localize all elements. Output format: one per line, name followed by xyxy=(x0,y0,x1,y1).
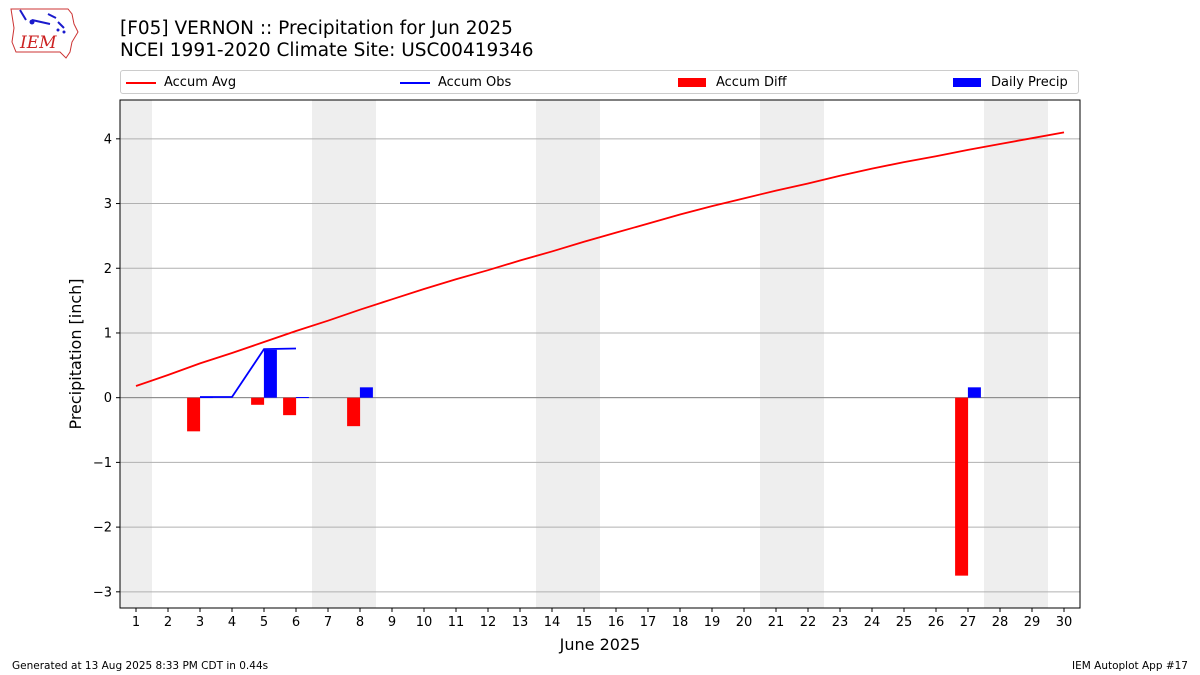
x-tick-label: 29 xyxy=(1024,615,1041,630)
iem-logo: IEM xyxy=(8,6,80,60)
y-tick-label: 2 xyxy=(104,262,112,277)
daily-precip-bar xyxy=(199,397,213,399)
x-tick-label: 15 xyxy=(576,615,593,630)
accum-diff-bar xyxy=(187,397,201,432)
x-tick-label: 24 xyxy=(864,615,881,630)
weekend-shade xyxy=(536,100,600,608)
legend-swatch-accum-obs xyxy=(400,81,430,84)
accum-diff-bar xyxy=(251,397,265,405)
x-tick-label: 9 xyxy=(388,615,396,630)
x-tick-label: 13 xyxy=(512,615,529,630)
x-tick-label: 7 xyxy=(324,615,332,630)
y-tick-label: −1 xyxy=(93,456,112,471)
y-tick-label: −3 xyxy=(93,585,112,600)
x-tick-label: 22 xyxy=(800,615,817,630)
iem-logo-icon: IEM xyxy=(10,8,79,59)
plot-frame xyxy=(119,99,1081,609)
legend-item-daily-precip: Daily Precip xyxy=(953,75,1068,91)
x-tick-label: 1 xyxy=(132,615,140,630)
x-tick-label: 30 xyxy=(1056,615,1073,630)
x-tick-label: 11 xyxy=(448,615,465,630)
legend-item-accum-diff: Accum Diff xyxy=(678,75,787,91)
y-tick-label: 3 xyxy=(104,197,112,212)
accum-diff-bar xyxy=(347,397,361,427)
legend-item-accum-avg: Accum Avg xyxy=(126,75,236,91)
y-tick-label: 4 xyxy=(104,132,112,147)
x-tick-label: 19 xyxy=(704,615,721,630)
generated-timestamp: Generated at 13 Aug 2025 8:33 PM CDT in … xyxy=(12,660,269,672)
x-tick-label: 3 xyxy=(196,615,204,630)
x-tick-label: 16 xyxy=(608,615,625,630)
accum-avg-line xyxy=(135,131,1065,387)
app-label: IEM Autoplot App #17 xyxy=(1072,660,1188,672)
y-axis-label: Precipitation [inch] xyxy=(66,278,85,429)
weekend-shade xyxy=(984,100,1048,608)
y-tick-label: 0 xyxy=(104,391,112,406)
title-line-2: NCEI 1991-2020 Climate Site: USC00419346 xyxy=(120,40,534,61)
legend-label-accum-avg: Accum Avg xyxy=(164,75,237,90)
legend-label-daily-precip: Daily Precip xyxy=(991,75,1068,90)
legend-label-accum-obs: Accum Obs xyxy=(438,75,512,90)
x-axis-label: June 2025 xyxy=(559,635,641,654)
accum-diff-bar xyxy=(955,397,969,576)
daily-precip-bar xyxy=(359,387,373,398)
x-tick-label: 26 xyxy=(928,615,945,630)
x-tick-label: 25 xyxy=(896,615,913,630)
x-tick-label: 28 xyxy=(992,615,1009,630)
svg-text:IEM: IEM xyxy=(19,33,57,53)
x-tick-label: 21 xyxy=(768,615,785,630)
legend-swatch-daily-precip xyxy=(953,78,981,87)
x-tick-label: 12 xyxy=(480,615,497,630)
x-tick-label: 20 xyxy=(736,615,753,630)
x-tick-label: 14 xyxy=(544,615,561,630)
x-tick-label: 17 xyxy=(640,615,657,630)
weekend-shade xyxy=(120,100,152,608)
x-tick-label: 23 xyxy=(832,615,849,630)
legend-swatch-accum-avg xyxy=(126,81,156,84)
x-tick-label: 6 xyxy=(292,615,300,630)
chart-title: [F05] VERNON :: Precipitation for Jun 20… xyxy=(120,18,534,62)
x-tick-label: 5 xyxy=(260,615,268,630)
y-tick-label: −2 xyxy=(93,521,112,536)
legend-label-accum-diff: Accum Diff xyxy=(716,75,787,90)
x-tick-label: 18 xyxy=(672,615,689,630)
legend-item-accum-obs: Accum Obs xyxy=(400,75,511,91)
daily-precip-bar xyxy=(295,397,309,399)
x-tick-label: 10 xyxy=(416,615,433,630)
daily-precip-bar xyxy=(967,387,981,398)
weekend-shade xyxy=(760,100,824,608)
title-line-1: [F05] VERNON :: Precipitation for Jun 20… xyxy=(120,18,513,39)
x-tick-label: 8 xyxy=(356,615,364,630)
weekend-shade xyxy=(312,100,376,608)
legend-swatch-accum-diff xyxy=(678,78,706,87)
x-tick-label: 4 xyxy=(228,615,236,630)
daily-precip-bar xyxy=(263,349,277,398)
x-tick-label: 2 xyxy=(164,615,172,630)
accum-diff-bar xyxy=(283,397,297,416)
accum-obs-line xyxy=(200,347,297,398)
legend: Accum Avg Accum Obs Accum Diff Daily Pre… xyxy=(120,70,1079,94)
x-tick-label: 27 xyxy=(960,615,977,630)
y-tick-label: 1 xyxy=(104,326,112,341)
